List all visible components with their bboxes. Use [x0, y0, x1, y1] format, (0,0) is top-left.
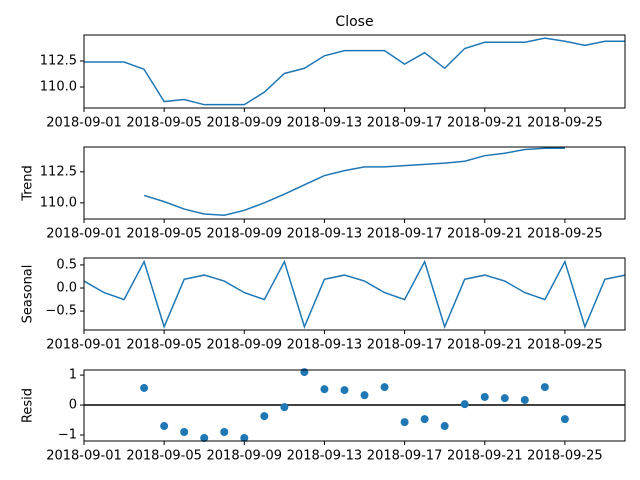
- data-line: [83, 259, 626, 329]
- x-tick-label: 2018-09-01: [46, 338, 122, 353]
- data-point: [560, 415, 569, 424]
- x-tick-label: 2018-09-13: [287, 449, 363, 464]
- data-point: [260, 412, 269, 421]
- data-point: [520, 395, 529, 404]
- data-point: [420, 415, 429, 424]
- y-tick-label: 112.5: [40, 164, 77, 179]
- chart-title: Close: [335, 14, 373, 30]
- axes-frame: [83, 34, 626, 109]
- y-tick-label: 0.5: [56, 257, 77, 272]
- data-point: [200, 434, 209, 443]
- data-point: [220, 428, 229, 437]
- data-point: [240, 434, 249, 443]
- x-tick-label: 2018-09-25: [527, 338, 603, 353]
- data-line: [143, 147, 565, 217]
- x-tick-label: 2018-09-17: [367, 449, 443, 464]
- x-tick-label: 2018-09-21: [447, 449, 523, 464]
- x-tick-label: 2018-09-25: [527, 227, 603, 242]
- y-tick-label: −1: [58, 428, 77, 443]
- x-tick-label: 2018-09-17: [367, 227, 443, 242]
- x-tick-label: 2018-09-01: [46, 227, 122, 242]
- x-tick-label: 2018-09-21: [447, 116, 523, 131]
- x-tick-label: 2018-09-05: [126, 227, 202, 242]
- x-tick-label: 2018-09-09: [207, 227, 283, 242]
- data-point: [280, 403, 289, 412]
- y-tick-label: −0.5: [45, 304, 77, 319]
- y-axis-label: Seasonal: [21, 265, 36, 324]
- data-point: [180, 428, 189, 437]
- axes-frame: [83, 257, 626, 331]
- x-tick-label: 2018-09-05: [126, 338, 202, 353]
- data-point: [400, 418, 409, 427]
- data-point: [360, 391, 369, 400]
- data-point: [480, 392, 489, 401]
- y-axis-label: Resid: [21, 388, 36, 423]
- data-point: [500, 394, 509, 403]
- axes-frame: [83, 146, 626, 220]
- y-tick-label: 110.0: [40, 79, 77, 94]
- x-tick-label: 2018-09-13: [287, 227, 363, 242]
- x-tick-label: 2018-09-25: [527, 116, 603, 131]
- x-tick-label: 2018-09-09: [207, 338, 283, 353]
- data-point: [460, 400, 469, 409]
- data-point: [320, 385, 329, 394]
- data-point: [380, 383, 389, 392]
- x-tick-label: 2018-09-17: [367, 338, 443, 353]
- x-tick-label: 2018-09-25: [527, 449, 603, 464]
- data-point: [140, 383, 149, 392]
- y-tick-label: 112.5: [40, 53, 77, 68]
- x-tick-label: 2018-09-13: [287, 338, 363, 353]
- data-point: [160, 422, 169, 431]
- y-axis-label: Trend: [21, 165, 36, 202]
- data-point: [340, 386, 349, 395]
- x-tick-label: 2018-09-21: [447, 338, 523, 353]
- x-tick-label: 2018-09-09: [207, 449, 283, 464]
- data-point: [540, 383, 549, 392]
- y-tick-label: 110.0: [40, 195, 77, 210]
- axes-frame: [83, 369, 626, 442]
- x-tick-label: 2018-09-21: [447, 227, 523, 242]
- data-line: [84, 37, 625, 106]
- y-tick-label: 0.0: [56, 281, 77, 296]
- data-point: [440, 422, 449, 431]
- x-tick-label: 2018-09-01: [46, 449, 122, 464]
- x-tick-label: 2018-09-09: [207, 116, 283, 131]
- y-tick-label: 0: [69, 398, 77, 413]
- x-tick-label: 2018-09-01: [46, 116, 122, 131]
- x-tick-label: 2018-09-05: [126, 449, 202, 464]
- data-point: [300, 368, 309, 377]
- x-tick-label: 2018-09-05: [126, 116, 202, 131]
- x-tick-label: 2018-09-13: [287, 116, 363, 131]
- x-tick-label: 2018-09-17: [367, 116, 443, 131]
- y-tick-label: 1: [69, 368, 77, 383]
